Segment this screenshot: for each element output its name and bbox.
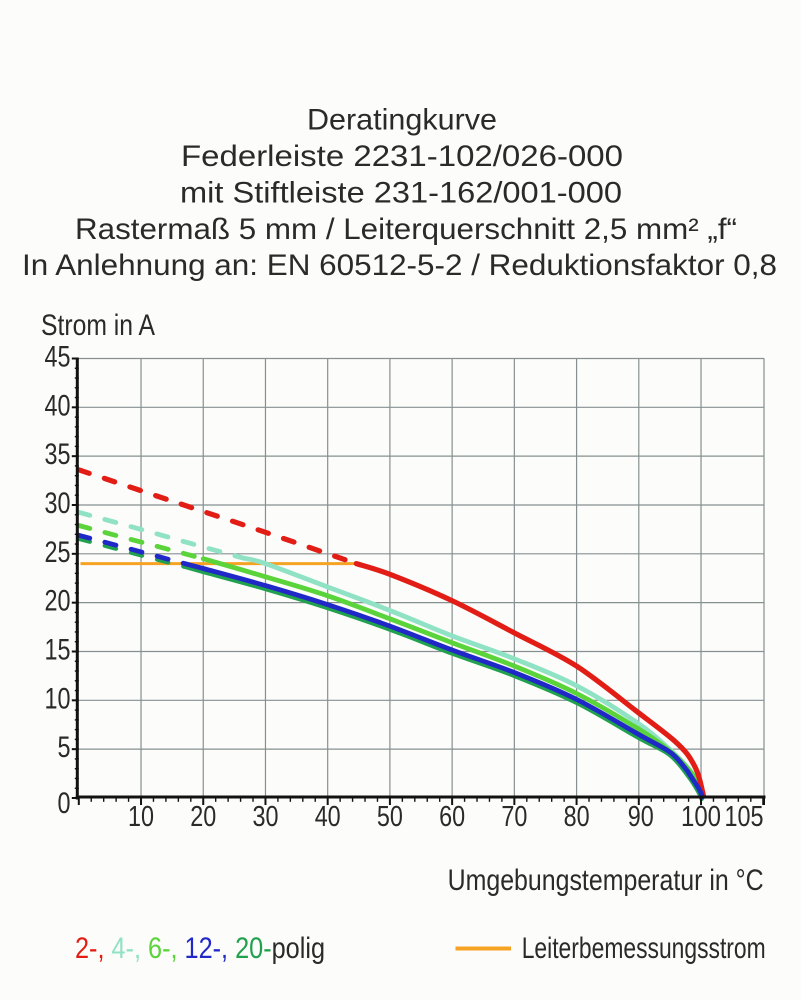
svg-text:40: 40 xyxy=(45,389,71,422)
svg-text:20: 20 xyxy=(45,585,71,618)
svg-text:90: 90 xyxy=(628,801,654,833)
svg-text:45: 45 xyxy=(45,340,71,373)
svg-text:10: 10 xyxy=(45,682,71,715)
svg-text:10: 10 xyxy=(128,801,154,833)
svg-text:70: 70 xyxy=(501,801,527,833)
svg-text:60: 60 xyxy=(439,801,465,833)
svg-text:40: 40 xyxy=(315,801,341,833)
svg-text:In Anlehnung an: EN 60512-5-2: In Anlehnung an: EN 60512-5-2 / Reduktio… xyxy=(22,249,777,282)
svg-text:30: 30 xyxy=(252,801,278,833)
svg-text:Federleiste 2231-102/026-000: Federleiste 2231-102/026-000 xyxy=(181,140,623,173)
svg-text:35: 35 xyxy=(45,438,71,471)
svg-text:20: 20 xyxy=(190,801,216,833)
svg-text:25: 25 xyxy=(45,536,71,569)
svg-text:50: 50 xyxy=(377,801,403,833)
svg-text:Deratingkurve: Deratingkurve xyxy=(307,104,497,137)
svg-text:100: 100 xyxy=(681,801,721,833)
svg-text:mit Stiftleiste 231-162/001-00: mit Stiftleiste 231-162/001-000 xyxy=(180,177,622,210)
svg-text:80: 80 xyxy=(564,801,590,833)
svg-text:105: 105 xyxy=(725,801,764,833)
svg-text:2-, 4-, 6-, 12-, 20-polig: 2-, 4-, 6-, 12-, 20-polig xyxy=(75,932,325,965)
svg-text:30: 30 xyxy=(45,487,71,520)
svg-text:Umgebungstemperatur in °C: Umgebungstemperatur in °C xyxy=(448,864,764,897)
svg-text:5: 5 xyxy=(58,731,71,764)
svg-text:Rastermaß 5 mm / Leiterquersch: Rastermaß 5 mm / Leiterquerschnitt 2,5 m… xyxy=(75,213,737,246)
svg-text:15: 15 xyxy=(45,634,71,667)
svg-text:Strom in A: Strom in A xyxy=(41,309,155,342)
svg-text:Leiterbemessungsstrom: Leiterbemessungsstrom xyxy=(522,932,766,965)
svg-text:0: 0 xyxy=(58,787,71,820)
